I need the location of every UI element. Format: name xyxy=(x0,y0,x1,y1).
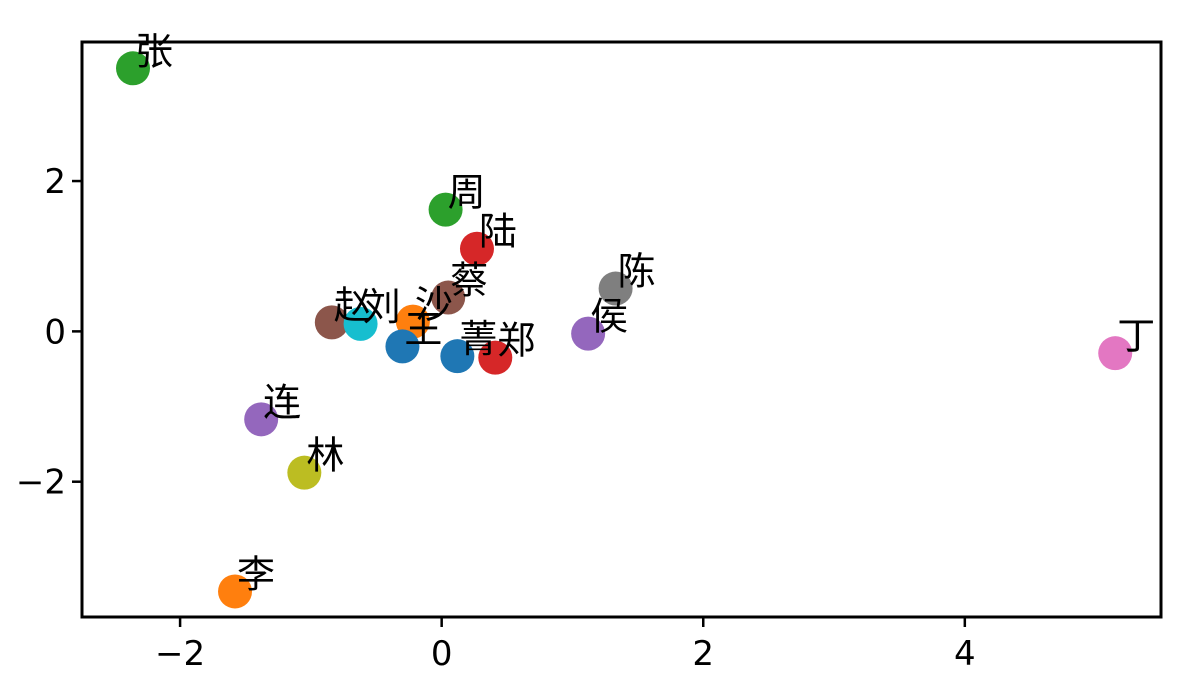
x-tick-label: −2 xyxy=(155,634,205,674)
point-label: 陈 xyxy=(618,250,656,294)
x-tick-label: 2 xyxy=(692,634,714,674)
data-point xyxy=(314,305,349,340)
data-point xyxy=(1098,336,1133,371)
data-point xyxy=(244,402,279,437)
y-axis: −2 0 2 xyxy=(16,162,82,503)
data-point xyxy=(428,192,463,227)
x-tick-label: 4 xyxy=(954,634,976,674)
y-tick-label: 0 xyxy=(44,312,66,352)
point-label: 张 xyxy=(135,29,173,73)
point-label: 菁 xyxy=(459,317,497,361)
data-point xyxy=(218,574,253,609)
x-tick-label: 0 xyxy=(431,634,453,674)
point-label: 李 xyxy=(237,552,275,596)
point-label: 郑 xyxy=(497,319,535,363)
point-label: 陆 xyxy=(479,210,517,254)
point-label: 林 xyxy=(306,434,344,478)
point-label: 刘 xyxy=(363,285,401,329)
point-label: 丁 xyxy=(1117,314,1155,358)
point-label: 周 xyxy=(448,171,486,215)
point-label: 沙 xyxy=(415,283,453,327)
points-layer xyxy=(116,51,1133,609)
labels-layer: 张周陆蔡 陈侯 赵刘 沙王菁郑 丁连林李 xyxy=(135,29,1155,596)
data-point xyxy=(598,271,633,306)
data-point xyxy=(385,329,420,364)
data-point xyxy=(440,339,475,374)
data-point xyxy=(116,51,151,86)
y-tick-label: −2 xyxy=(16,463,66,503)
data-point xyxy=(343,306,378,341)
data-point xyxy=(287,455,322,490)
data-point xyxy=(459,231,494,266)
point-label: 赵 xyxy=(334,283,372,327)
point-label: 侯 xyxy=(590,295,628,339)
point-label: 连 xyxy=(263,380,301,424)
x-axis: −2 0 2 4 xyxy=(155,617,976,674)
plot-frame xyxy=(80,40,1163,619)
data-point xyxy=(478,340,513,375)
point-label: 王 xyxy=(404,307,442,351)
data-point xyxy=(431,280,466,315)
point-label: 蔡 xyxy=(450,259,488,303)
data-point xyxy=(571,316,606,351)
y-tick-label: 2 xyxy=(44,162,66,202)
